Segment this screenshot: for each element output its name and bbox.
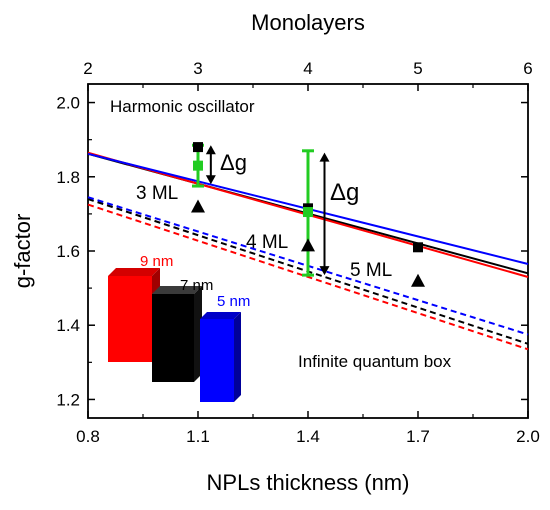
- x2-tick-label-3: 5: [413, 59, 422, 78]
- x-tick-label-2: 1.4: [296, 427, 320, 446]
- markers: [191, 142, 425, 287]
- label-3ml: 3 ML: [136, 183, 178, 204]
- infinite-quantum-box-label: Infinite quantum box: [298, 352, 452, 371]
- y-tick-label-1: 1.4: [56, 316, 80, 335]
- label-5nm: 5 nm: [217, 293, 250, 310]
- y-tick-label-3: 1.8: [56, 168, 80, 187]
- y-tick-label-2: 1.6: [56, 242, 80, 261]
- green-point-1: [303, 207, 313, 218]
- x2-tick-label-1: 3: [193, 59, 202, 78]
- label-7nm: 7 nm: [180, 277, 213, 294]
- arrow-head-top-1: [319, 152, 330, 162]
- delta-g-arrows: [205, 145, 330, 276]
- triangle-point-1: [301, 238, 315, 252]
- x2-tick-label-4: 6: [523, 59, 532, 78]
- x-tick-label-1: 1.1: [186, 427, 210, 446]
- label-4ml: 4 ML: [246, 232, 288, 253]
- x2-tick-label-0: 2: [83, 59, 92, 78]
- delta-g-label-2: Δg: [330, 179, 359, 206]
- y-tick-label-4: 2.0: [56, 94, 80, 113]
- arrow-head-bottom-1: [319, 266, 330, 276]
- nanoplatelet-inset: 9 nm 7 nm 5 nm: [108, 253, 250, 402]
- x-tick-label-0: 0.8: [76, 427, 100, 446]
- x2-tick-label-2: 4: [303, 59, 312, 78]
- axis-ticks: 0.8 1.1 1.4 1.7 2.01.21.41.61.82.02 3 4 5 6: [56, 59, 539, 446]
- x-axis-title: NPLs thickness (nm): [207, 470, 410, 495]
- top-axis-title: Monolayers: [251, 10, 365, 35]
- arrow-head-top-0: [205, 145, 216, 155]
- x-tick-label-4: 2.0: [516, 427, 540, 446]
- series-line-4: [87, 203, 529, 351]
- harmonic-oscillator-label: Harmonic oscillator: [110, 97, 255, 116]
- y-axis-title: g-factor: [10, 214, 35, 289]
- label-5ml: 5 ML: [350, 260, 392, 281]
- x-tick-label-3: 1.7: [406, 427, 430, 446]
- block-5nm: 5 nm: [200, 293, 250, 402]
- triangle-point-0: [191, 199, 205, 213]
- arrow-head-bottom-0: [205, 175, 216, 185]
- delta-g-label-1: Δg: [220, 150, 247, 175]
- label-9nm: 9 nm: [140, 253, 173, 270]
- square-point-0: [193, 142, 203, 153]
- green-point-0: [193, 160, 203, 171]
- square-point-2: [413, 242, 423, 253]
- triangle-point-2: [411, 273, 425, 287]
- y-tick-label-0: 1.2: [56, 390, 80, 409]
